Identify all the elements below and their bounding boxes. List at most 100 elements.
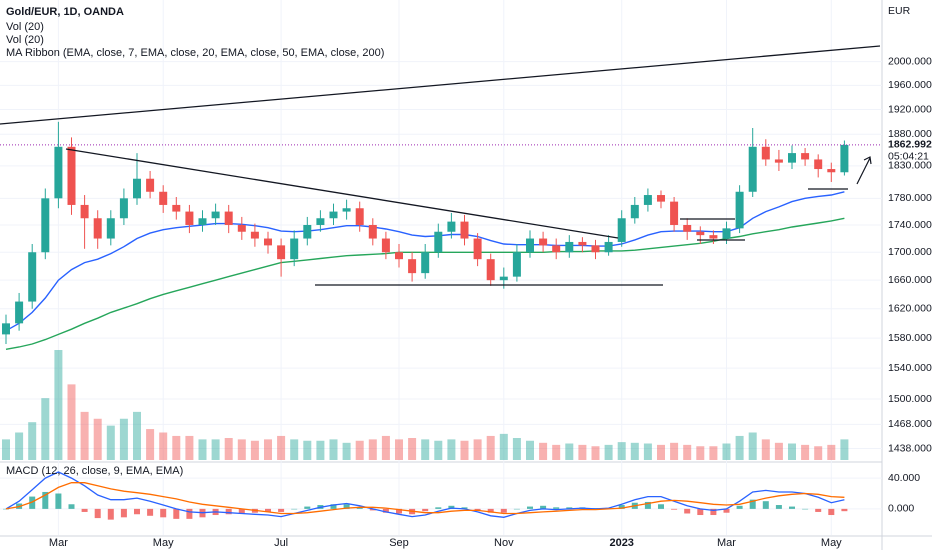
volume-bar — [486, 435, 495, 460]
candle-body — [552, 245, 561, 253]
volume-bar — [290, 439, 299, 460]
macd-histogram-bar — [343, 504, 350, 509]
macd-histogram-bar — [618, 505, 625, 509]
volume-bar — [67, 384, 76, 460]
macd-histogram-bar — [828, 508, 835, 516]
candle-body — [277, 245, 286, 260]
candle-body — [722, 228, 731, 239]
macd-histogram-bar — [134, 508, 140, 515]
candle-body — [28, 252, 37, 302]
macd-histogram-bar — [107, 508, 114, 520]
macd-histogram-bar — [173, 508, 180, 519]
volume-bar — [329, 439, 338, 460]
y-tick-label: 1880.000 — [888, 128, 932, 140]
volume-bar — [303, 440, 312, 460]
macd-histogram-bar — [68, 504, 75, 509]
volume-bar — [395, 439, 403, 460]
volume-bar — [539, 442, 548, 460]
candle-body — [355, 208, 364, 225]
candle-body — [447, 221, 456, 232]
macd-histogram-bar — [789, 506, 795, 509]
volume-bar — [827, 444, 836, 460]
candle-body — [146, 178, 155, 192]
macd-line — [5, 471, 845, 518]
volume-bar — [591, 446, 600, 460]
volume-bar — [774, 442, 783, 460]
macd-histogram-bar — [697, 508, 704, 516]
candle-body — [342, 208, 351, 212]
macd-histogram-bar — [81, 508, 88, 512]
macd-histogram-bar — [435, 507, 442, 509]
volume-bar — [408, 438, 417, 460]
volume-bar — [709, 446, 718, 460]
macd-histogram-bar — [658, 504, 664, 509]
macd-histogram-bar — [356, 507, 363, 509]
macd-histogram-bar — [186, 508, 193, 519]
macd-histogram-bar — [671, 508, 678, 510]
macd-histogram-bar — [540, 505, 547, 509]
candle-body — [133, 178, 141, 199]
volume-bar — [670, 442, 679, 460]
volume-bar — [172, 435, 181, 460]
macd-histogram-bar — [736, 505, 743, 509]
x-tick-label: Sep — [389, 537, 409, 549]
candle-body — [643, 195, 652, 205]
y-tick-label: 1920.000 — [888, 103, 932, 115]
candle-body — [80, 204, 89, 219]
candle-body — [499, 276, 508, 281]
macd-histogram-bar — [369, 508, 376, 511]
y-tick-label: 2000.000 — [888, 55, 932, 67]
candle-body — [303, 224, 312, 239]
volume-bar — [237, 439, 246, 460]
volume-bar — [512, 438, 521, 460]
volume-bar — [15, 432, 24, 460]
indicator-label: Vol (20) — [6, 21, 44, 33]
candle-body — [735, 191, 744, 229]
candle-body — [250, 231, 259, 239]
y-tick-label: 1468.000 — [888, 418, 932, 430]
macd-histogram-bar — [147, 508, 154, 516]
volume-bar — [657, 444, 665, 460]
volume-bar — [106, 425, 115, 460]
volume-bar — [368, 439, 377, 460]
x-tick-label: Nov — [494, 537, 514, 549]
macd-histogram-bar — [238, 508, 245, 514]
candle-body — [237, 224, 246, 232]
candle-body — [2, 323, 10, 335]
candle-body — [67, 146, 76, 205]
candle-body — [565, 241, 574, 253]
macd-histogram-bar — [775, 505, 782, 509]
volume-bar — [93, 418, 102, 460]
volume-bar — [526, 440, 534, 460]
candle-body — [827, 169, 836, 173]
volume-bar — [381, 435, 390, 460]
macd-histogram-bar — [487, 508, 494, 513]
macd-histogram-bar — [55, 493, 62, 509]
macd-histogram-bar — [448, 505, 455, 509]
volume-bar — [250, 440, 259, 460]
macd-histogram-bar — [225, 508, 232, 515]
macd-histogram-bar — [278, 508, 285, 512]
y-tick-label: 1540.000 — [888, 362, 932, 374]
y-tick-label: 0.000 — [888, 503, 914, 515]
macd-histogram-bar — [330, 504, 337, 509]
macd-histogram-bar — [265, 508, 271, 512]
volume-bar — [578, 444, 587, 460]
volume-bar — [499, 433, 508, 460]
volume-bar — [2, 439, 10, 460]
y-tick-label: 1500.000 — [888, 393, 932, 405]
candle-body — [526, 238, 534, 253]
indicator-label: Vol (20) — [6, 34, 44, 46]
macd-histogram-bar — [723, 508, 730, 513]
macd-histogram-bar — [94, 508, 101, 519]
macd-histogram-bar — [474, 508, 481, 511]
countdown: 05:04:21 — [888, 151, 929, 163]
macd-histogram-bar — [527, 506, 533, 509]
volume-bar — [355, 440, 364, 460]
y-tick-label: 1438.000 — [888, 442, 932, 454]
axis-unit: EUR — [888, 5, 911, 17]
candle-body — [15, 301, 24, 324]
volume-bar — [801, 444, 810, 460]
candle-body — [761, 146, 770, 160]
